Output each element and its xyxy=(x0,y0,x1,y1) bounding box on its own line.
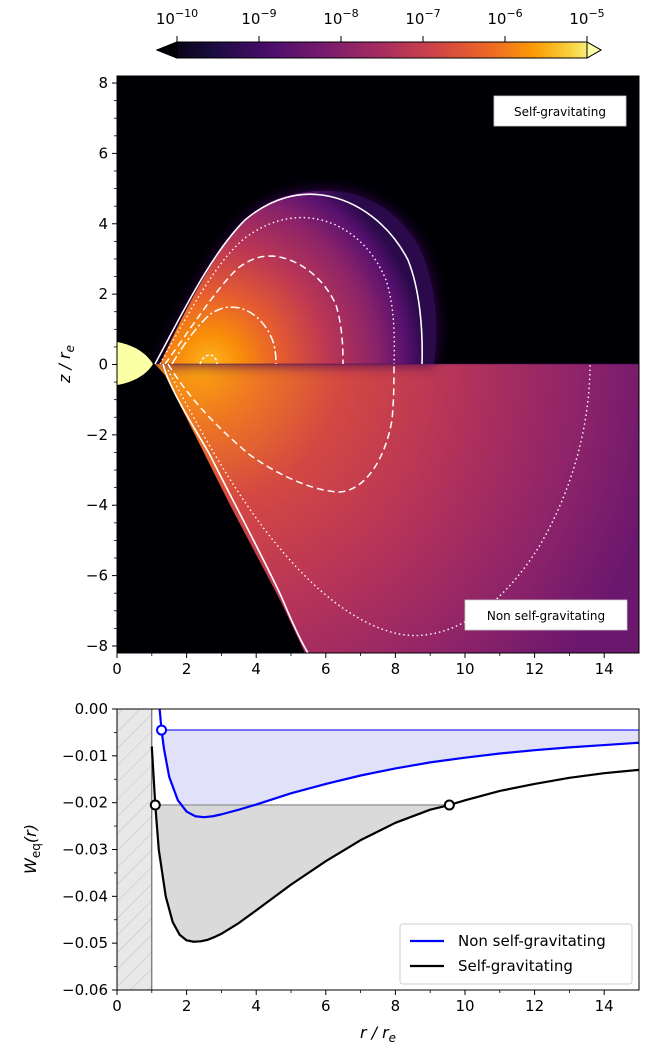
density-map-ytick-label: −4 xyxy=(86,496,108,514)
density-map-ytick-label: 8 xyxy=(98,74,108,92)
density-map-ytick-label: 4 xyxy=(98,215,108,233)
potential-xtick-label: 4 xyxy=(251,997,261,1015)
self-gravitating-label: Self-gravitating xyxy=(514,105,606,119)
potential-markers xyxy=(149,724,455,811)
potential-ytick-label: −0.06 xyxy=(62,981,108,999)
colorbar-tick-base: 10 xyxy=(405,10,424,28)
colorbar-tick-exponent: −6 xyxy=(506,7,522,20)
self-gravitating-fill xyxy=(155,805,450,942)
upper-contour-dashdot xyxy=(171,306,277,365)
potential-ytick-label: −0.04 xyxy=(62,887,108,905)
potential-ytick-label: −0.01 xyxy=(62,747,108,765)
potential-xtick-label: 8 xyxy=(391,997,401,1015)
density-map-ytick-label: −6 xyxy=(86,567,108,585)
density-map-xtick-label: 2 xyxy=(182,660,192,678)
lower-contour-solid xyxy=(162,363,309,653)
density-map-xtick-label: 8 xyxy=(391,660,401,678)
colorbar-tick-base: 10 xyxy=(569,10,588,28)
legend-label-non-self-gravitating: Non self-gravitating xyxy=(458,932,606,950)
density-map-ytick-label: 2 xyxy=(98,285,108,303)
density-map-xtick-label: 0 xyxy=(112,660,122,678)
potential-xlabel: r / re xyxy=(360,1023,396,1045)
density-map-xtick-label: 12 xyxy=(525,660,544,678)
density-map-ytick-label: −2 xyxy=(86,426,108,444)
colorbar: 10−10 10−9 10−8 10−7 10−6 10−5 xyxy=(155,7,605,59)
colorbar-tick-label: 10−6 xyxy=(487,7,522,28)
non-self-gravitating-curve xyxy=(158,709,639,819)
density-map-ylabel-main: z / r xyxy=(55,351,74,384)
potential-xlabel-main: r / r xyxy=(360,1023,390,1042)
potential-ylabel-suffix: (r) xyxy=(21,824,40,843)
potential-ytick-label: −0.03 xyxy=(62,841,108,859)
colorbar-tick-label: 10−8 xyxy=(323,7,358,28)
potential-panel: Non self-gravitating Self-gravitating 0 2… xyxy=(21,700,640,1045)
lower-torus-density xyxy=(155,364,639,653)
legend-box xyxy=(399,923,633,985)
colorbar-tick-base: 10 xyxy=(156,10,175,28)
legend: Non self-gravitating Self-gravitating xyxy=(399,923,633,985)
colorbar-tick-base: 10 xyxy=(323,10,342,28)
density-map-ytick-label: 6 xyxy=(98,144,108,162)
potential-xtick-label: 6 xyxy=(321,997,331,1015)
colorbar-tick-label: 10−7 xyxy=(405,7,440,28)
density-map-panel: Self-gravitating Non self-gravitating 0 2… xyxy=(55,74,640,678)
colorbar-over-triangle xyxy=(586,41,603,59)
potential-ylabel-main: W xyxy=(21,857,40,874)
potential-ytick-label: 0.00 xyxy=(75,700,108,718)
colorbar-bar xyxy=(155,41,603,59)
lower-contour-dashed xyxy=(167,363,395,493)
self-gravitating-label-box xyxy=(493,95,627,127)
potential-xtick-label: 2 xyxy=(182,997,192,1015)
svg-text:Weq(r): Weq(r) xyxy=(21,824,43,874)
density-map-xtick-label: 14 xyxy=(595,660,614,678)
potential-xtick-label: 14 xyxy=(595,997,614,1015)
potential-lines xyxy=(150,709,639,943)
svg-text:z / re: z / re xyxy=(55,345,77,384)
colorbar-under-triangle xyxy=(155,41,178,59)
potential-ylabel: Weq(r) xyxy=(21,824,43,874)
lower-contour-dotted xyxy=(167,363,591,637)
potential-xtick-label: 0 xyxy=(112,997,122,1015)
colorbar-tick-exponent: −10 xyxy=(175,7,198,20)
non-self-gravitating-label-box xyxy=(464,599,628,631)
colorbar-tick-exponent: −7 xyxy=(424,7,440,20)
colorbar-tick-base: 10 xyxy=(241,10,260,28)
upper-contour-solid xyxy=(154,193,423,365)
non-self-gravitating-label: Non self-gravitating xyxy=(487,609,605,623)
self-gravitating-marker xyxy=(149,799,161,811)
density-map-ylabel: z / re xyxy=(55,345,77,384)
colorbar-tick-label: 10−5 xyxy=(569,7,604,28)
potential-ytick-label: −0.02 xyxy=(62,794,108,812)
potential-xlabel-sub: e xyxy=(389,1031,396,1045)
colorbar-ticks: 10−10 10−9 10−8 10−7 10−6 10−5 xyxy=(156,7,605,42)
potential-xtick-label: 10 xyxy=(455,997,474,1015)
excluded-region-hatch-lines xyxy=(117,709,152,990)
upper-torus-density xyxy=(160,190,437,364)
colorbar-tick-label: 10−9 xyxy=(241,7,276,28)
non-self-gravitating-marker xyxy=(156,724,168,736)
colorbar-tick-base: 10 xyxy=(487,10,506,28)
colorbar-tick-label: 10−10 xyxy=(156,7,198,28)
colorbar-tick-exponent: −5 xyxy=(588,7,604,20)
colorbar-tick-exponent: −9 xyxy=(260,7,276,20)
density-map-ytick-label: −8 xyxy=(86,637,108,655)
colorbar-tick-exponent: −8 xyxy=(342,7,358,20)
potential-ticks: 0 2 4 6 8 10 12 14 0.00 −0.01 −0.02 −0.03 −0.04 −0.05… xyxy=(62,700,614,1015)
density-map-xtick-label: 10 xyxy=(455,660,474,678)
density-map-ytick-label: 0 xyxy=(98,356,108,374)
self-gravitating-curve xyxy=(150,746,639,943)
density-map-xtick-label: 6 xyxy=(321,660,331,678)
self-gravitating-marker xyxy=(443,799,455,811)
density-map-xtick-label: 4 xyxy=(251,660,261,678)
density-map-ticks: 0 2 4 6 8 10 12 14 −8 −6 −4 −2 0 2 4 6 8 xyxy=(86,74,614,678)
potential-ytick-label: −0.05 xyxy=(62,934,108,952)
potential-xtick-label: 12 xyxy=(525,997,544,1015)
potential-ylabel-sub: eq xyxy=(29,843,43,858)
density-map-ylabel-sub: e xyxy=(63,345,77,352)
central-star xyxy=(117,342,153,385)
legend-label-self-gravitating: Self-gravitating xyxy=(458,957,573,975)
upper-contour-dashed xyxy=(164,255,344,365)
